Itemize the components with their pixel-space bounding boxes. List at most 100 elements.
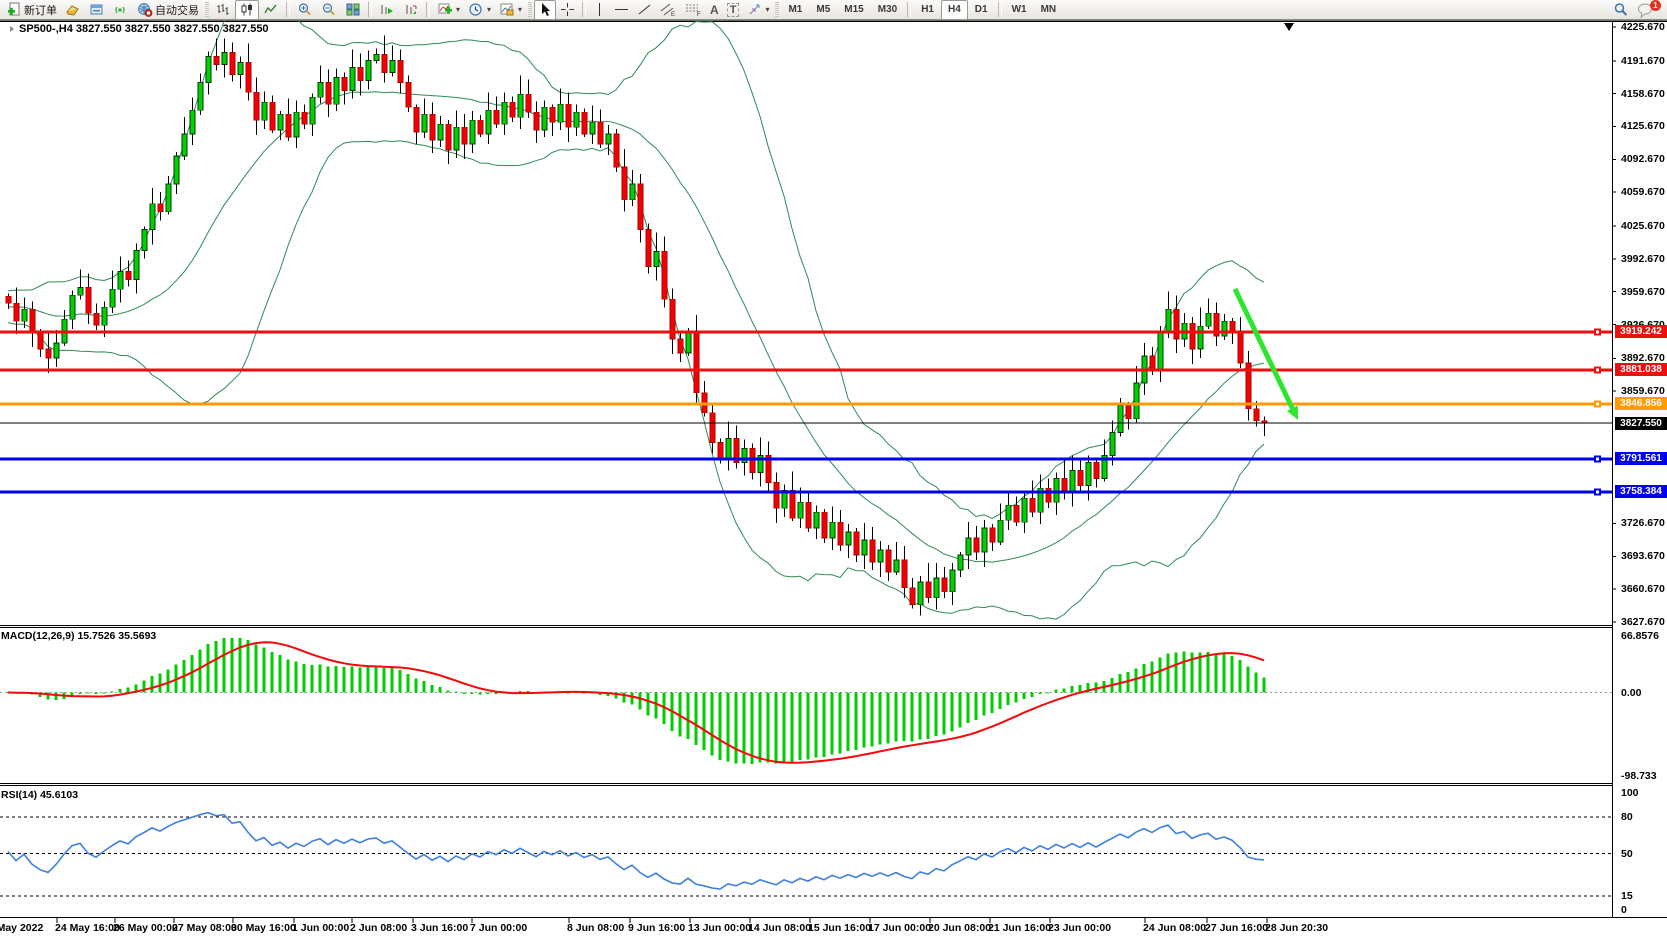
templates-button[interactable]: ▾ <box>495 0 526 20</box>
horizontal-line-button[interactable] <box>610 0 633 20</box>
candle-body <box>613 133 620 168</box>
chart-expand-icon[interactable] <box>10 26 14 32</box>
fibonacci-button[interactable]: F <box>681 0 706 20</box>
chat-notification-badge: 1 <box>1650 0 1661 11</box>
macd-histogram-bar <box>790 692 794 763</box>
macd-histogram-bar <box>1054 689 1058 693</box>
macd-histogram-bar <box>854 692 858 751</box>
price-tick-label: 3693.670 <box>1621 550 1665 563</box>
macd-histogram-bar <box>414 678 418 693</box>
price-level-tag[interactable]: 3846.856 <box>1615 397 1667 411</box>
chat-button[interactable]: 1 <box>1633 0 1661 20</box>
price-level-tag[interactable]: 3919.242 <box>1615 325 1667 339</box>
macd-histogram-bar <box>622 692 626 703</box>
price-level-tag[interactable]: 3791.561 <box>1615 452 1667 466</box>
arrows-dropdown-caret[interactable]: ▾ <box>765 5 770 14</box>
bollinger-band-lower[interactable] <box>7 140 1265 620</box>
candle-body <box>405 81 412 108</box>
indicators-button[interactable]: ▾ <box>433 0 464 20</box>
macd-histogram-bar <box>1254 672 1258 693</box>
templates-dropdown-caret[interactable]: ▾ <box>518 5 523 14</box>
macd-histogram-bar <box>1198 652 1202 693</box>
timeframe-m30-button[interactable]: M30 <box>877 4 898 15</box>
autotrading-button[interactable]: 自动交易 <box>133 0 203 20</box>
chart-shift-button[interactable] <box>399 0 423 20</box>
candle-body <box>773 481 780 509</box>
periods-dropdown-caret[interactable]: ▾ <box>487 5 492 14</box>
text-button[interactable]: A <box>706 0 723 20</box>
time-tick-label: 8 Jun 08:00 <box>567 922 625 934</box>
market-watch-icon <box>90 4 103 15</box>
price-level-tag[interactable]: 3758.384 <box>1615 485 1667 499</box>
macd-histogram-bar <box>654 692 658 719</box>
macd-histogram-bar <box>950 692 954 732</box>
chart-background <box>0 20 1667 943</box>
candle-body <box>101 306 108 326</box>
candle-body <box>53 342 60 359</box>
time-tick-label: 28 Jun 20:30 <box>1265 922 1329 934</box>
bollinger-band-middle[interactable] <box>7 91 1265 563</box>
timeframe-m15-button[interactable]: M15 <box>844 4 864 15</box>
candle-body <box>517 93 524 118</box>
timeframe-w1-button[interactable]: W1 <box>1011 4 1027 15</box>
current-price-tag[interactable]: 3827.550 <box>1615 416 1667 430</box>
macd-signal-line[interactable] <box>7 641 1265 764</box>
macd-histogram-bar <box>902 692 906 742</box>
macd-histogram-bar <box>1190 652 1194 693</box>
rsi-line[interactable] <box>7 811 1265 890</box>
arrows-button[interactable]: ▾ <box>743 0 773 20</box>
macd-histogram-bar <box>46 692 50 700</box>
tile-windows-button[interactable] <box>341 0 365 20</box>
signals-button[interactable] <box>109 0 133 20</box>
bollinger-band-upper[interactable] <box>7 0 1265 519</box>
timeframe-h1-button[interactable]: H1 <box>921 4 934 15</box>
candle-body <box>221 52 228 65</box>
search-button[interactable] <box>1609 0 1633 20</box>
timeframe-m1-button[interactable]: M1 <box>788 4 803 15</box>
timeframe-d1-button[interactable]: D1 <box>974 4 988 15</box>
time-tick-label: 9 Jun 16:00 <box>628 922 686 934</box>
candle-body <box>749 448 756 473</box>
bar-chart-button[interactable] <box>211 0 235 20</box>
trendline-button[interactable] <box>633 0 656 20</box>
rsi-scale-label: 80 <box>1621 811 1633 824</box>
new-order-icon <box>8 2 20 16</box>
macd-histogram-bar <box>726 692 730 762</box>
trend-arrow-annotation[interactable] <box>1232 287 1295 410</box>
chart-shift-icon <box>406 5 417 14</box>
candle-body <box>309 96 316 125</box>
macd-histogram-bar <box>1014 692 1018 703</box>
macd-histogram-bar <box>694 692 698 745</box>
candle-body <box>413 106 420 133</box>
market-watch-button[interactable] <box>85 0 109 20</box>
timeframe-mn-button[interactable]: MN <box>1040 4 1057 15</box>
candle-body <box>781 489 788 509</box>
toolbar-grip <box>205 2 209 17</box>
candle-body <box>1053 477 1060 503</box>
cursor-button[interactable] <box>534 0 557 20</box>
macd-histogram-bar <box>934 692 938 737</box>
auto-scroll-button[interactable] <box>375 0 399 20</box>
new-order-button[interactable]: 新订单 <box>3 0 61 20</box>
candlestick-chart-button[interactable] <box>235 0 259 20</box>
channel-button[interactable]: E <box>656 0 681 20</box>
zoom-in-button[interactable] <box>293 0 317 20</box>
fibo-sub-glyph: F <box>697 12 701 17</box>
candle-body <box>581 111 588 135</box>
timeframe-h4-button[interactable]: H4 <box>940 0 968 20</box>
candle-body <box>157 203 164 213</box>
label-button[interactable]: T <box>723 0 744 20</box>
periods-button[interactable]: ▾ <box>464 0 495 20</box>
price-level-tag[interactable]: 3881.038 <box>1615 363 1667 377</box>
vertical-line-button[interactable] <box>589 0 610 20</box>
candle-body <box>1013 504 1020 523</box>
macd-histogram-bar <box>310 664 314 693</box>
profiles-button[interactable] <box>61 0 85 20</box>
line-chart-button[interactable] <box>259 0 283 20</box>
timeframe-m5-button[interactable]: M5 <box>816 4 831 15</box>
indicators-dropdown-caret[interactable]: ▾ <box>456 5 461 14</box>
crosshair-button[interactable] <box>556 0 579 20</box>
zoom-out-button[interactable] <box>317 0 341 20</box>
